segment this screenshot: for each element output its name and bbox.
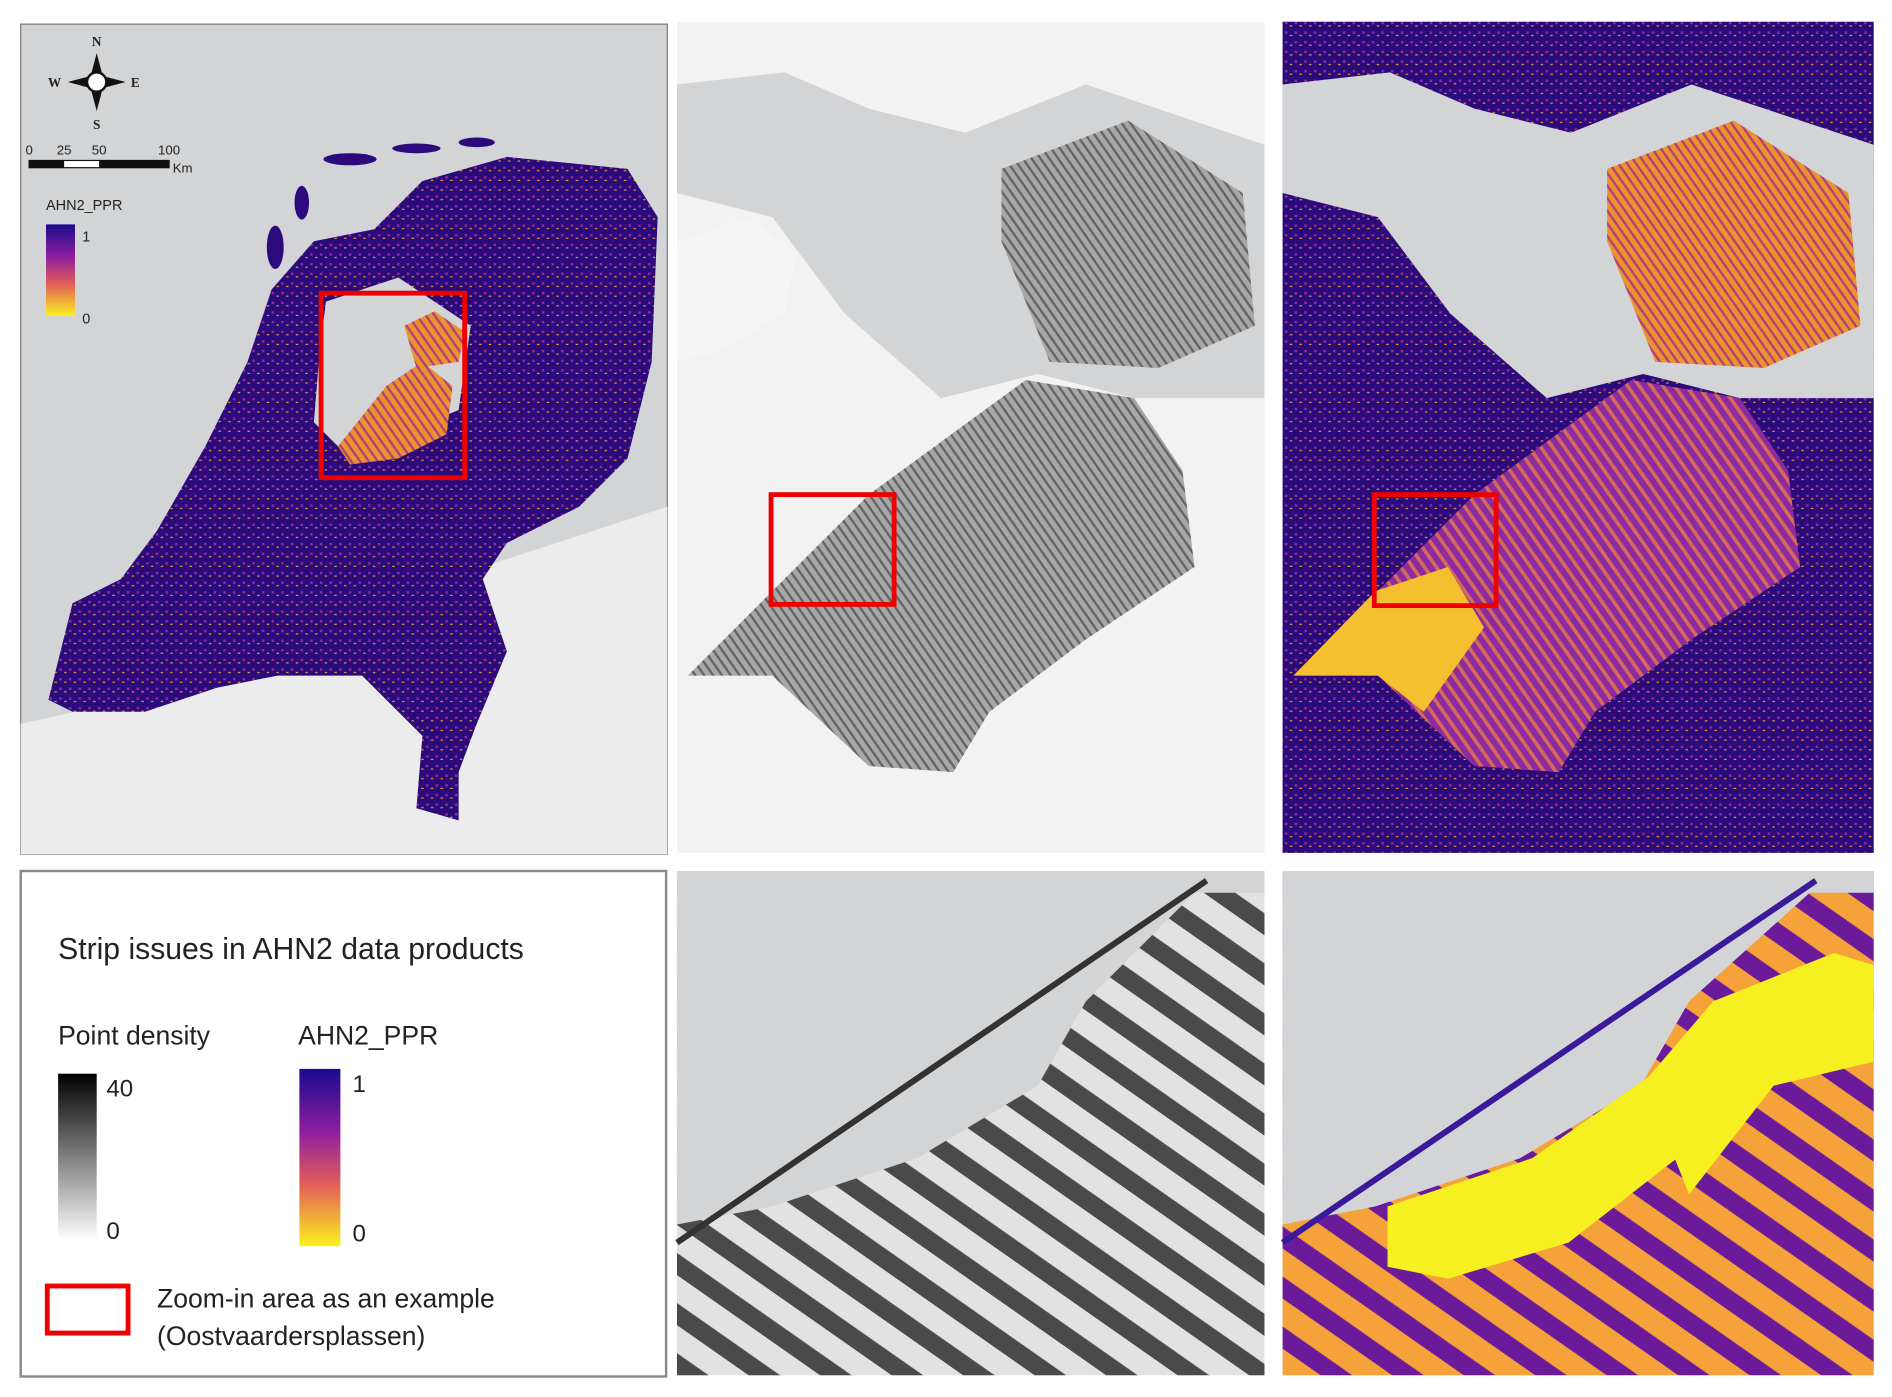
density-min: 0 (106, 1218, 119, 1245)
dike (675, 878, 1209, 1246)
zoom-ppr-panel (1280, 871, 1874, 1376)
legend-panel: Strip issues in AHN2 data products Point… (19, 869, 668, 1378)
ppr-max: 1 (352, 1071, 365, 1098)
zoom-density-panel (675, 871, 1265, 1376)
land (676, 217, 797, 362)
dike (1280, 878, 1818, 1246)
legend-title: AHN2_PPR (46, 198, 122, 214)
flevoland (687, 380, 1195, 773)
compass-s: S (93, 117, 100, 132)
zoom-box (1371, 492, 1499, 609)
legend-min: 0 (82, 311, 90, 327)
ppr-panel (1282, 21, 1874, 853)
overview-panel: N E S W 0 25 50 100 Km AHN2_PPR 1 0 (20, 23, 668, 855)
water (1282, 871, 1874, 1225)
zoom-symbol (44, 1283, 131, 1336)
noordoostpolder (1001, 120, 1255, 368)
yellow-area (1387, 1073, 1678, 1279)
legend-max: 1 (82, 229, 90, 245)
density-max: 40 (106, 1076, 133, 1103)
noordoostpolder (404, 311, 465, 368)
scale-label: 50 (92, 142, 107, 157)
scale-label: 25 (57, 142, 72, 157)
ppr-min: 0 (352, 1220, 365, 1247)
density-title: Point density (58, 1021, 211, 1051)
density-panel (676, 21, 1265, 853)
density-ramp (58, 1073, 97, 1241)
zoom-box (318, 290, 468, 481)
zoom-label-2: (Oostvaardersplassen) (157, 1321, 425, 1351)
ppr-title: AHN2_PPR (298, 1021, 438, 1051)
ppr-ramp (299, 1068, 341, 1247)
yellow-area (1640, 953, 1874, 1195)
zoom-label-1: Zoom-in area as an example (157, 1284, 495, 1314)
compass-n: N (92, 34, 102, 49)
zoom-box (768, 492, 897, 607)
compass: N E S W (48, 34, 140, 132)
water (676, 871, 1265, 1225)
legend-ramp (46, 224, 75, 317)
scale-label: 100 (158, 142, 180, 157)
wadden-islands (266, 137, 495, 270)
netherlands (48, 156, 658, 821)
noordoostpolder (1607, 120, 1861, 368)
scale-bar: 0 25 50 100 Km (25, 142, 192, 175)
legend-panel-title: Strip issues in AHN2 data products (58, 933, 524, 966)
flevoland (337, 361, 453, 465)
compass-w: W (48, 75, 62, 90)
scale-label: 0 (25, 142, 32, 157)
scale-unit: Km (173, 161, 193, 176)
compass-e: E (131, 75, 140, 90)
land-neighbour (20, 506, 668, 855)
